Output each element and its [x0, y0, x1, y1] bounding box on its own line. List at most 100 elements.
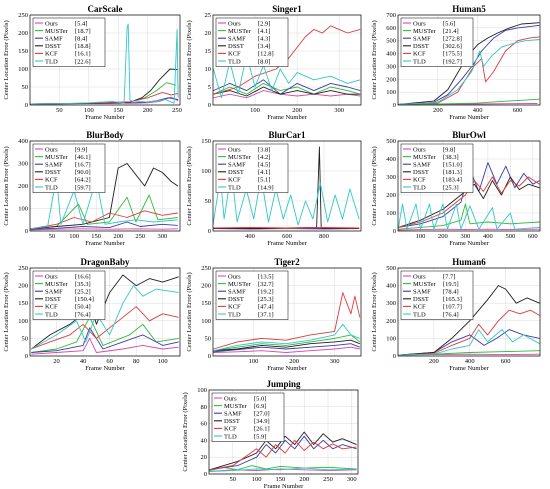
legend-label: KCF [228, 177, 241, 184]
x-tick-label: 100 [69, 233, 79, 240]
legend-score: [27.0] [254, 411, 270, 418]
y-tick-label: 0 [393, 102, 396, 109]
legend: Ours [3.8] MUSTer [4.2] SAMF [4.5] DSST [4.1] KC… [215, 143, 289, 193]
legend-score: [16.6] [75, 273, 91, 280]
x-tick-label: 400 [465, 358, 475, 365]
y-axis-label: Center Location Error (Pixels) [3, 272, 10, 351]
panel-human6: 0 100 200 300 400 500 200 400 600 Human6 Frame Num… [371, 257, 541, 372]
y-tick-label: 50 [205, 335, 212, 342]
series-line-samf [31, 327, 179, 353]
legend-box [400, 143, 474, 193]
x-axis-label: Frame Number [85, 114, 125, 121]
y-tick-label: 250 [18, 265, 28, 272]
x-axis-label: Frame Number [264, 483, 304, 489]
chart-title: BlurCar1 [269, 130, 306, 140]
y-tick-label: 5 [208, 84, 211, 91]
chart-title: BlurBody [86, 130, 124, 140]
legend-label: TLD [224, 433, 237, 440]
y-tick-label: 10 [205, 66, 212, 73]
legend-score: [76.4] [443, 311, 459, 318]
x-tick-label: 200 [299, 476, 309, 483]
series-line-kcf [398, 309, 540, 356]
y-tick-label: 60 [201, 421, 208, 428]
axes-frame [29, 267, 181, 357]
y-tick-label: 0 [25, 228, 28, 235]
series-line-muster [31, 316, 179, 353]
panel-blurcar1: 0 50 100 150 400 600 800 BlurCar1 Frame Number Ce… [186, 130, 362, 247]
y-tick-label: 0 [208, 102, 211, 109]
series-line-muster [213, 334, 361, 352]
legend-score: [64.2] [75, 177, 91, 184]
y-tick-label: 200 [386, 318, 396, 325]
x-tick-label: 400 [483, 233, 493, 240]
y-tick-label: 200 [386, 76, 396, 83]
y-tick-label: 0 [25, 353, 28, 360]
series-line-muster [30, 194, 178, 230]
series-line-tld [398, 38, 540, 105]
y-tick-label: 100 [18, 206, 28, 213]
legend-score: [5.4] [75, 20, 87, 27]
legend-score: [192.7] [443, 58, 462, 65]
x-tick-label: 400 [473, 107, 483, 114]
series-line-samf [213, 343, 360, 353]
legend-score: [26.1] [254, 426, 270, 433]
legend: Ours [9.9] MUSTer [46.1] SAMF [16.7] DSST [90.0… [32, 143, 106, 193]
legend-label: KCF [228, 51, 241, 58]
legend-label: MUSTer [413, 28, 436, 35]
axes-frame [29, 140, 181, 232]
x-axis-label: Frame Number [449, 114, 489, 121]
y-tick-label: 80 [201, 404, 208, 411]
legend-score: [6.9] [254, 403, 266, 410]
legend-score: [19.2] [258, 289, 274, 296]
legend-label: SAMF [413, 36, 431, 43]
legend-score: [107.7] [443, 304, 462, 311]
x-tick-label: 400 [245, 233, 255, 240]
chart-title: Human5 [452, 4, 486, 14]
legend-score: [181.3] [443, 169, 462, 176]
series-line-kcf [209, 439, 357, 471]
legend-label: DSST [413, 43, 429, 50]
y-tick-label: 150 [18, 48, 28, 55]
y-axis-label: Center Location Error (Pixels) [371, 20, 378, 99]
legend-label: DSST [45, 43, 61, 50]
series-group [398, 285, 540, 356]
y-tick-label: 300 [386, 300, 396, 307]
series-line-samf [209, 435, 357, 471]
x-tick-label: 100 [250, 107, 260, 114]
x-tick-label: 40 [80, 358, 87, 365]
legend-label: DSST [413, 296, 429, 303]
y-tick-label: 100 [18, 318, 28, 325]
y-tick-label: 150 [201, 300, 211, 307]
legend-score: [78.4] [443, 289, 459, 296]
x-tick-label: 600 [282, 233, 292, 240]
series-line-kcf [213, 292, 361, 350]
legend-label: DSST [45, 296, 61, 303]
y-axis-label: Center Location Error (Pixels) [371, 272, 378, 351]
x-tick-label: 100 [249, 358, 259, 365]
legend-score: [3.8] [258, 146, 270, 153]
legend-score: [4.1] [258, 169, 270, 176]
axes-frame [29, 14, 181, 106]
y-tick-label: 0 [25, 102, 28, 109]
panel-dragonbaby: 0 50 100 150 200 250 20 40 60 80 100 DragonBaby Fram… [3, 257, 181, 372]
x-tick-label: 150 [113, 107, 123, 114]
series-group [209, 431, 357, 472]
legend-label: SAMF [228, 162, 246, 169]
series-line-ours [31, 337, 179, 355]
y-tick-label: 0 [393, 228, 396, 235]
y-tick-label: 0 [208, 353, 211, 360]
y-axis-label: Center Location Error (Pixels) [3, 146, 10, 225]
series-line-samf [398, 24, 540, 105]
x-axis-label: Frame Number [85, 240, 125, 247]
axes-frame [397, 140, 541, 232]
legend-score: [5.6] [443, 20, 455, 27]
x-tick-label: 300 [461, 233, 471, 240]
legend-score: [2.9] [258, 20, 270, 27]
series-line-kcf [213, 226, 360, 229]
legend-label: KCF [413, 304, 426, 311]
legend-box [400, 17, 474, 67]
legend-label: SAMF [228, 36, 246, 43]
legend-label: Ours [45, 20, 58, 27]
x-tick-label: 150 [276, 476, 286, 483]
legend-score: [34.9] [254, 418, 270, 425]
